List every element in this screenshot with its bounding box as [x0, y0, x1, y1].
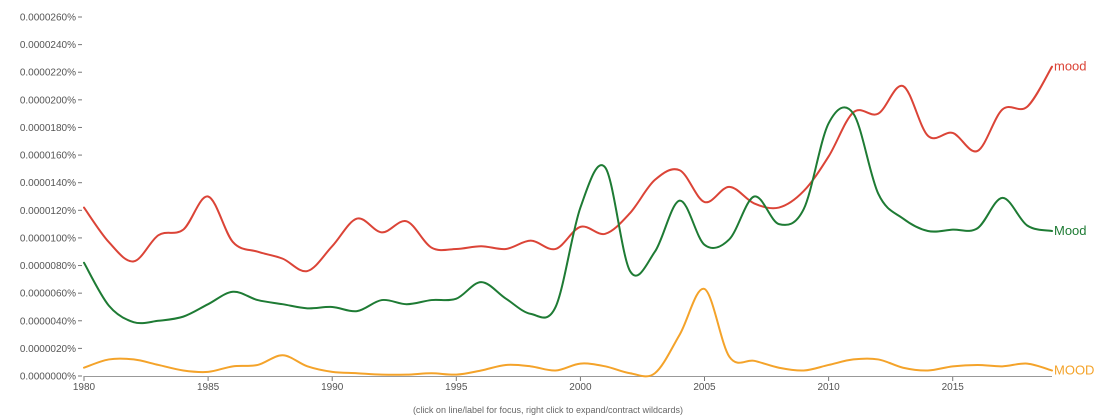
x-tick-label: 2010	[817, 382, 840, 393]
y-tick-label: 0.0000020%	[20, 344, 76, 355]
x-tick-label: 1980	[73, 382, 96, 393]
y-tick-label: 0.0000200%	[20, 95, 76, 106]
x-tick-label: 2015	[942, 382, 965, 393]
y-tick-label: 0.0000120%	[20, 206, 76, 217]
series-layer	[83, 65, 1053, 378]
series-label-MOOD-upper[interactable]: MOOD	[1054, 362, 1094, 377]
y-tick-label: 0.0000000%	[20, 372, 76, 383]
y-tick-label: 0.0000260%	[20, 13, 76, 24]
y-axis: 0.0000260% 0.0000240% 0.0000220% 0.0000200%…	[20, 13, 82, 383]
x-tick-label: 1990	[321, 382, 344, 393]
y-tick-label: 0.0000220%	[20, 68, 76, 79]
chart-footnote: (click on line/label for focus, right cl…	[413, 405, 683, 415]
series-line-mood-lower[interactable]	[83, 65, 1053, 273]
series-line-Mood-capitalized[interactable]	[83, 106, 1053, 325]
y-tick-label: 0.0000060%	[20, 289, 76, 300]
series-label-Mood-capitalized[interactable]: Mood	[1054, 223, 1087, 238]
y-tick-label: 0.0000140%	[20, 178, 76, 189]
y-tick-label: 0.0000100%	[20, 233, 76, 244]
series-line-MOOD-upper[interactable]	[83, 288, 1053, 378]
x-tick-label: 1995	[445, 382, 468, 393]
y-tick-label: 0.0000240%	[20, 40, 76, 51]
x-tick-label: 2000	[569, 382, 592, 393]
y-tick-label: 0.0000080%	[20, 261, 76, 272]
series-label-mood-lower[interactable]: mood	[1054, 59, 1087, 74]
x-tick-label: 1985	[197, 382, 220, 393]
y-tick-label: 0.0000180%	[20, 123, 76, 134]
y-tick-label: 0.0000160%	[20, 151, 76, 162]
x-tick-label: 2005	[693, 382, 716, 393]
x-axis: 1980 1985 1990 1995 2000 2005 2010 2015	[73, 376, 964, 393]
y-tick-label: 0.0000040%	[20, 316, 76, 327]
series-labels: mood Mood MOOD	[1054, 59, 1094, 378]
